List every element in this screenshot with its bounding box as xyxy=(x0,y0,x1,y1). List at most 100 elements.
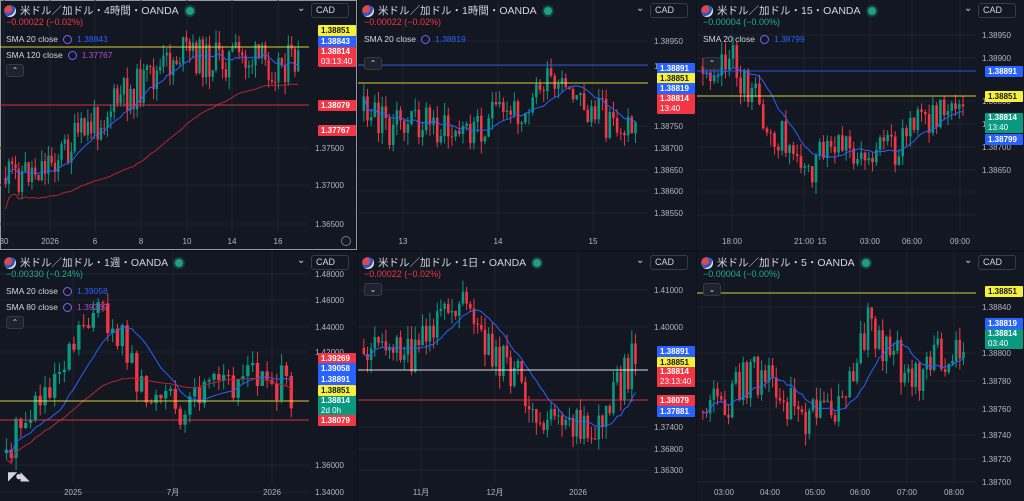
price-value: 1.38851 xyxy=(321,26,350,35)
candle-body xyxy=(604,406,608,427)
indicator-settings-icon[interactable] xyxy=(62,34,72,44)
symbol-header[interactable]: 米ドル／加ドル・1週・OANDA xyxy=(4,255,184,270)
candle-body xyxy=(749,361,752,399)
symbol-title[interactable]: 米ドル／加ドル・1週・OANDA xyxy=(20,257,169,269)
price-chart[interactable]: 1.37500 1.37000 1.36500 30 2026 6 8 10 14 16 xyxy=(0,0,357,250)
candle-body xyxy=(886,134,889,142)
candle-body xyxy=(553,75,557,89)
candle-body xyxy=(877,330,881,349)
indicator-settings-icon[interactable] xyxy=(420,34,430,44)
price-chart[interactable]: 1.38840 1.38800 1.38780 1.38760 1.38740 1.387… xyxy=(697,252,1024,501)
candle-body xyxy=(168,388,173,391)
candle-body xyxy=(208,44,211,77)
candle-body xyxy=(750,88,754,103)
currency-selector[interactable]: CAD xyxy=(978,3,1016,18)
chart-pane-5[interactable]: 1.41000 1.40000 1.37400 1.36800 1.36300 11月 12… xyxy=(358,252,696,501)
y-axis-tick-label: 1.38700 xyxy=(654,144,683,153)
candle-body xyxy=(509,357,512,387)
chart-pane-2[interactable]: 1.389501.389001.387501.387001.386501.386… xyxy=(358,0,696,250)
chart-pane-6[interactable]: 1.38840 1.38800 1.38780 1.38760 1.38740 1.387… xyxy=(697,252,1024,501)
expand-legend-button[interactable]: ⌄ xyxy=(703,283,721,296)
candle-body xyxy=(37,174,40,181)
candle-body xyxy=(130,352,134,363)
price-chart[interactable]: 1.48000 1.46000 1.44000 1.42000 1.36000 1.340… xyxy=(0,252,357,501)
candle-body xyxy=(792,145,795,154)
candle-body xyxy=(819,400,822,418)
symbol-title[interactable]: 米ドル／加ドル・15・OANDA xyxy=(717,5,861,17)
candle-body xyxy=(841,396,844,398)
candle-body xyxy=(380,341,384,343)
candle-body xyxy=(454,310,457,317)
candle-body xyxy=(498,346,501,376)
indicator-settings-icon[interactable] xyxy=(62,286,72,296)
chart-settings-icon[interactable] xyxy=(341,236,351,246)
currency-selector[interactable]: CAD xyxy=(311,255,349,270)
indicator-label: SMA 80 close xyxy=(6,302,58,312)
price-value: 1.38851 xyxy=(321,386,350,395)
candle-body xyxy=(142,70,145,104)
candle-body xyxy=(727,414,730,418)
candle-body xyxy=(255,363,260,386)
tradingview-logo-icon[interactable]: ◤●◣ xyxy=(8,469,30,483)
indicator-legend[interactable]: SMA 20 close 1.38799 xyxy=(703,34,805,44)
symbol-title[interactable]: 米ドル／加ドル・5・OANDA xyxy=(717,257,855,269)
expand-legend-button[interactable]: ⌄ xyxy=(364,283,382,296)
indicator-settings-icon[interactable] xyxy=(62,302,72,312)
chevron-down-icon[interactable]: ⌄ xyxy=(636,255,645,266)
candle-body xyxy=(761,104,765,129)
market-open-status-icon xyxy=(867,6,876,15)
chart-pane-1[interactable]: 1.37500 1.37000 1.36500 30 2026 6 8 10 14 16 米ドル／加… xyxy=(0,0,357,250)
currency-selector[interactable]: CAD xyxy=(311,3,349,18)
chevron-down-icon[interactable]: ⌄ xyxy=(964,255,973,266)
candle-body xyxy=(745,362,749,399)
candle-body xyxy=(106,303,110,334)
indicator-settings-icon[interactable] xyxy=(67,50,77,60)
collapse-legend-button[interactable]: ⌃ xyxy=(364,57,382,70)
candle-body xyxy=(112,88,116,112)
price-chart[interactable]: 1.389501.389001.388001.387501.387001.386… xyxy=(697,0,1024,250)
symbol-header[interactable]: 米ドル／加ドル・1時間・OANDA xyxy=(362,3,552,18)
y-axis-tick-label: 1.38600 xyxy=(654,187,683,196)
candle-body xyxy=(417,109,421,138)
candle-body xyxy=(549,68,553,76)
candle-body xyxy=(914,363,918,387)
collapse-legend-button[interactable]: ⌃ xyxy=(6,316,24,329)
candle-body xyxy=(70,151,73,163)
candle-body xyxy=(34,167,37,175)
indicator-settings-icon[interactable] xyxy=(759,34,769,44)
symbol-header[interactable]: 米ドル／加ドル・4時間・OANDA xyxy=(4,3,194,18)
y-axis-tick-label: 1.41000 xyxy=(654,286,683,295)
candle-body xyxy=(228,51,231,78)
symbol-title[interactable]: 米ドル／加ドル・1日・OANDA xyxy=(378,257,527,269)
indicator-legend[interactable]: SMA 80 close 1.39269 xyxy=(6,302,108,312)
symbol-title[interactable]: 米ドル／加ドル・1時間・OANDA xyxy=(378,5,537,17)
chart-pane-3[interactable]: 1.389501.389001.388001.387501.387001.386… xyxy=(697,0,1024,250)
chart-pane-4[interactable]: 1.48000 1.46000 1.44000 1.42000 1.36000 1.340… xyxy=(0,252,357,501)
symbol-header[interactable]: 米ドル／加ドル・5・OANDA xyxy=(701,255,870,270)
chevron-down-icon[interactable]: ⌄ xyxy=(297,3,306,14)
x-axis-tick-label: 10 xyxy=(183,237,192,246)
currency-selector[interactable]: CAD xyxy=(650,255,688,270)
chevron-down-icon[interactable]: ⌄ xyxy=(636,3,645,14)
symbol-title[interactable]: 米ドル／加ドル・4時間・OANDA xyxy=(20,5,179,17)
x-axis-tick-label: 09:00 xyxy=(950,237,971,246)
indicator-legend[interactable]: SMA 20 close 1.38843 xyxy=(6,34,108,44)
chevron-down-icon[interactable]: ⌄ xyxy=(297,255,306,266)
price-chart[interactable]: 1.389501.389001.387501.387001.386501.386… xyxy=(358,0,696,250)
candle-body xyxy=(829,140,833,147)
symbol-header[interactable]: 米ドル／加ドル・1日・OANDA xyxy=(362,255,542,270)
collapse-legend-button[interactable]: ⌃ xyxy=(703,57,721,70)
collapse-legend-button[interactable]: ⌃ xyxy=(6,64,24,77)
currency-selector[interactable]: CAD xyxy=(978,255,1016,270)
symbol-header[interactable]: 米ドル／加ドル・15・OANDA xyxy=(701,3,876,18)
price-chart[interactable]: 1.41000 1.40000 1.37400 1.36800 1.36300 11月 12… xyxy=(358,252,696,501)
chevron-down-icon[interactable]: ⌄ xyxy=(964,3,973,14)
indicator-legend[interactable]: SMA 20 close 1.38819 xyxy=(364,34,466,44)
indicator-legend[interactable]: SMA 120 close 1.37767 xyxy=(6,50,112,60)
candle-body xyxy=(11,161,14,164)
candle-body xyxy=(24,422,28,429)
candle-body xyxy=(701,411,705,413)
currency-selector[interactable]: CAD xyxy=(650,3,688,18)
indicator-legend[interactable]: SMA 20 close 1.39058 xyxy=(6,286,108,296)
candle-body xyxy=(502,345,505,376)
